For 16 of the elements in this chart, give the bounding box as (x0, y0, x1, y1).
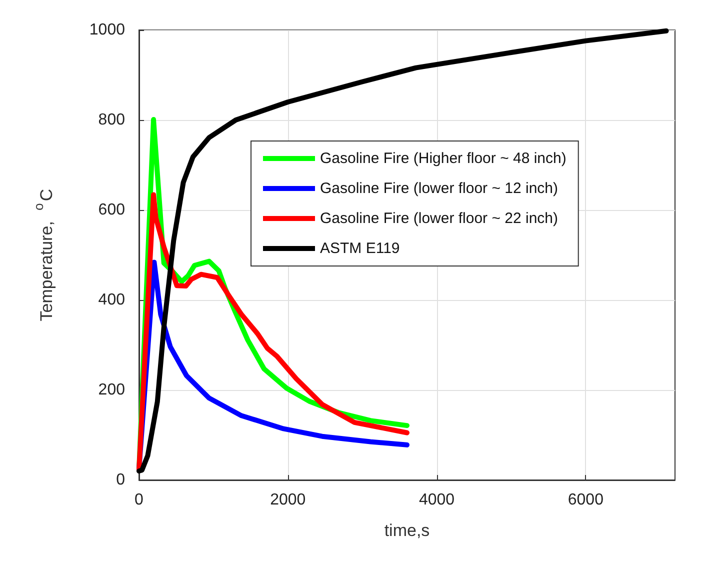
x-tick-label: 6000 (568, 492, 604, 508)
x-axis-title: time,s (384, 521, 430, 540)
y-tick-label: 0 (116, 472, 126, 488)
y-tick-label: 1000 (89, 22, 126, 38)
legend-label: Gasoline Fire (Higher floor ~ 48 inch) (320, 150, 566, 167)
y-tick-label: 600 (98, 202, 126, 218)
x-tick-label: 2000 (270, 492, 306, 508)
x-tick-label: 0 (134, 492, 144, 508)
legend-label: ASTM E119 (320, 240, 400, 257)
y-tick-label: 200 (98, 382, 126, 398)
legend-label: Gasoline Fire (lower floor ~ 22 inch) (320, 210, 558, 227)
y-axis-title: Temperature, oC (31, 188, 56, 322)
y-tick-label: 800 (98, 112, 126, 128)
legend-label: Gasoline Fire (lower floor ~ 12 inch) (320, 180, 558, 197)
x-tick-label: 4000 (418, 492, 455, 508)
y-tick-label: 400 (98, 292, 126, 308)
